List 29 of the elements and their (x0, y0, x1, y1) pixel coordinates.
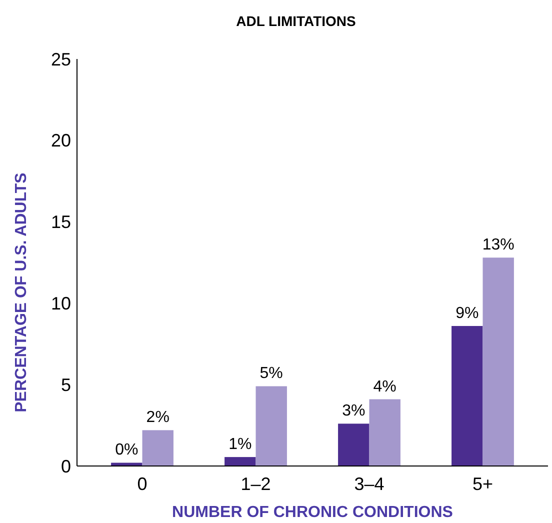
y-tick-label: 5 (60, 374, 71, 395)
x-tick-label: 5+ (472, 474, 494, 494)
data-label: 9% (456, 304, 479, 322)
chart-title: ADL LIMITATIONS (236, 13, 356, 29)
y-axis-title: PERCENTAGE OF U.S. ADULTS (13, 172, 30, 412)
bar (482, 258, 514, 466)
y-tick-label: 25 (50, 49, 71, 70)
x-tick-label: 1–2 (240, 474, 271, 494)
bar (142, 430, 174, 466)
data-label: 4% (373, 378, 396, 396)
y-tick-label: 10 (50, 294, 71, 314)
x-axis-title: NUMBER OF CHRONIC CONDITIONS (172, 504, 454, 521)
data-label: 0% (115, 442, 138, 459)
bar (256, 386, 287, 466)
bar (111, 462, 142, 466)
data-label: 13% (482, 236, 514, 254)
y-tick-label: 20 (50, 130, 71, 151)
x-tick-label: 0 (137, 474, 148, 494)
data-label: 5% (260, 365, 283, 382)
y-tick-label: 15 (50, 212, 71, 232)
data-label: 2% (146, 409, 170, 426)
bar (224, 457, 256, 466)
y-tick-label: 0 (60, 456, 71, 476)
data-label: 3% (342, 402, 366, 420)
data-label: 1% (228, 436, 252, 454)
bar (369, 399, 400, 466)
bar (338, 424, 370, 466)
x-tick-label: 3–4 (354, 474, 384, 494)
bar (452, 326, 483, 466)
